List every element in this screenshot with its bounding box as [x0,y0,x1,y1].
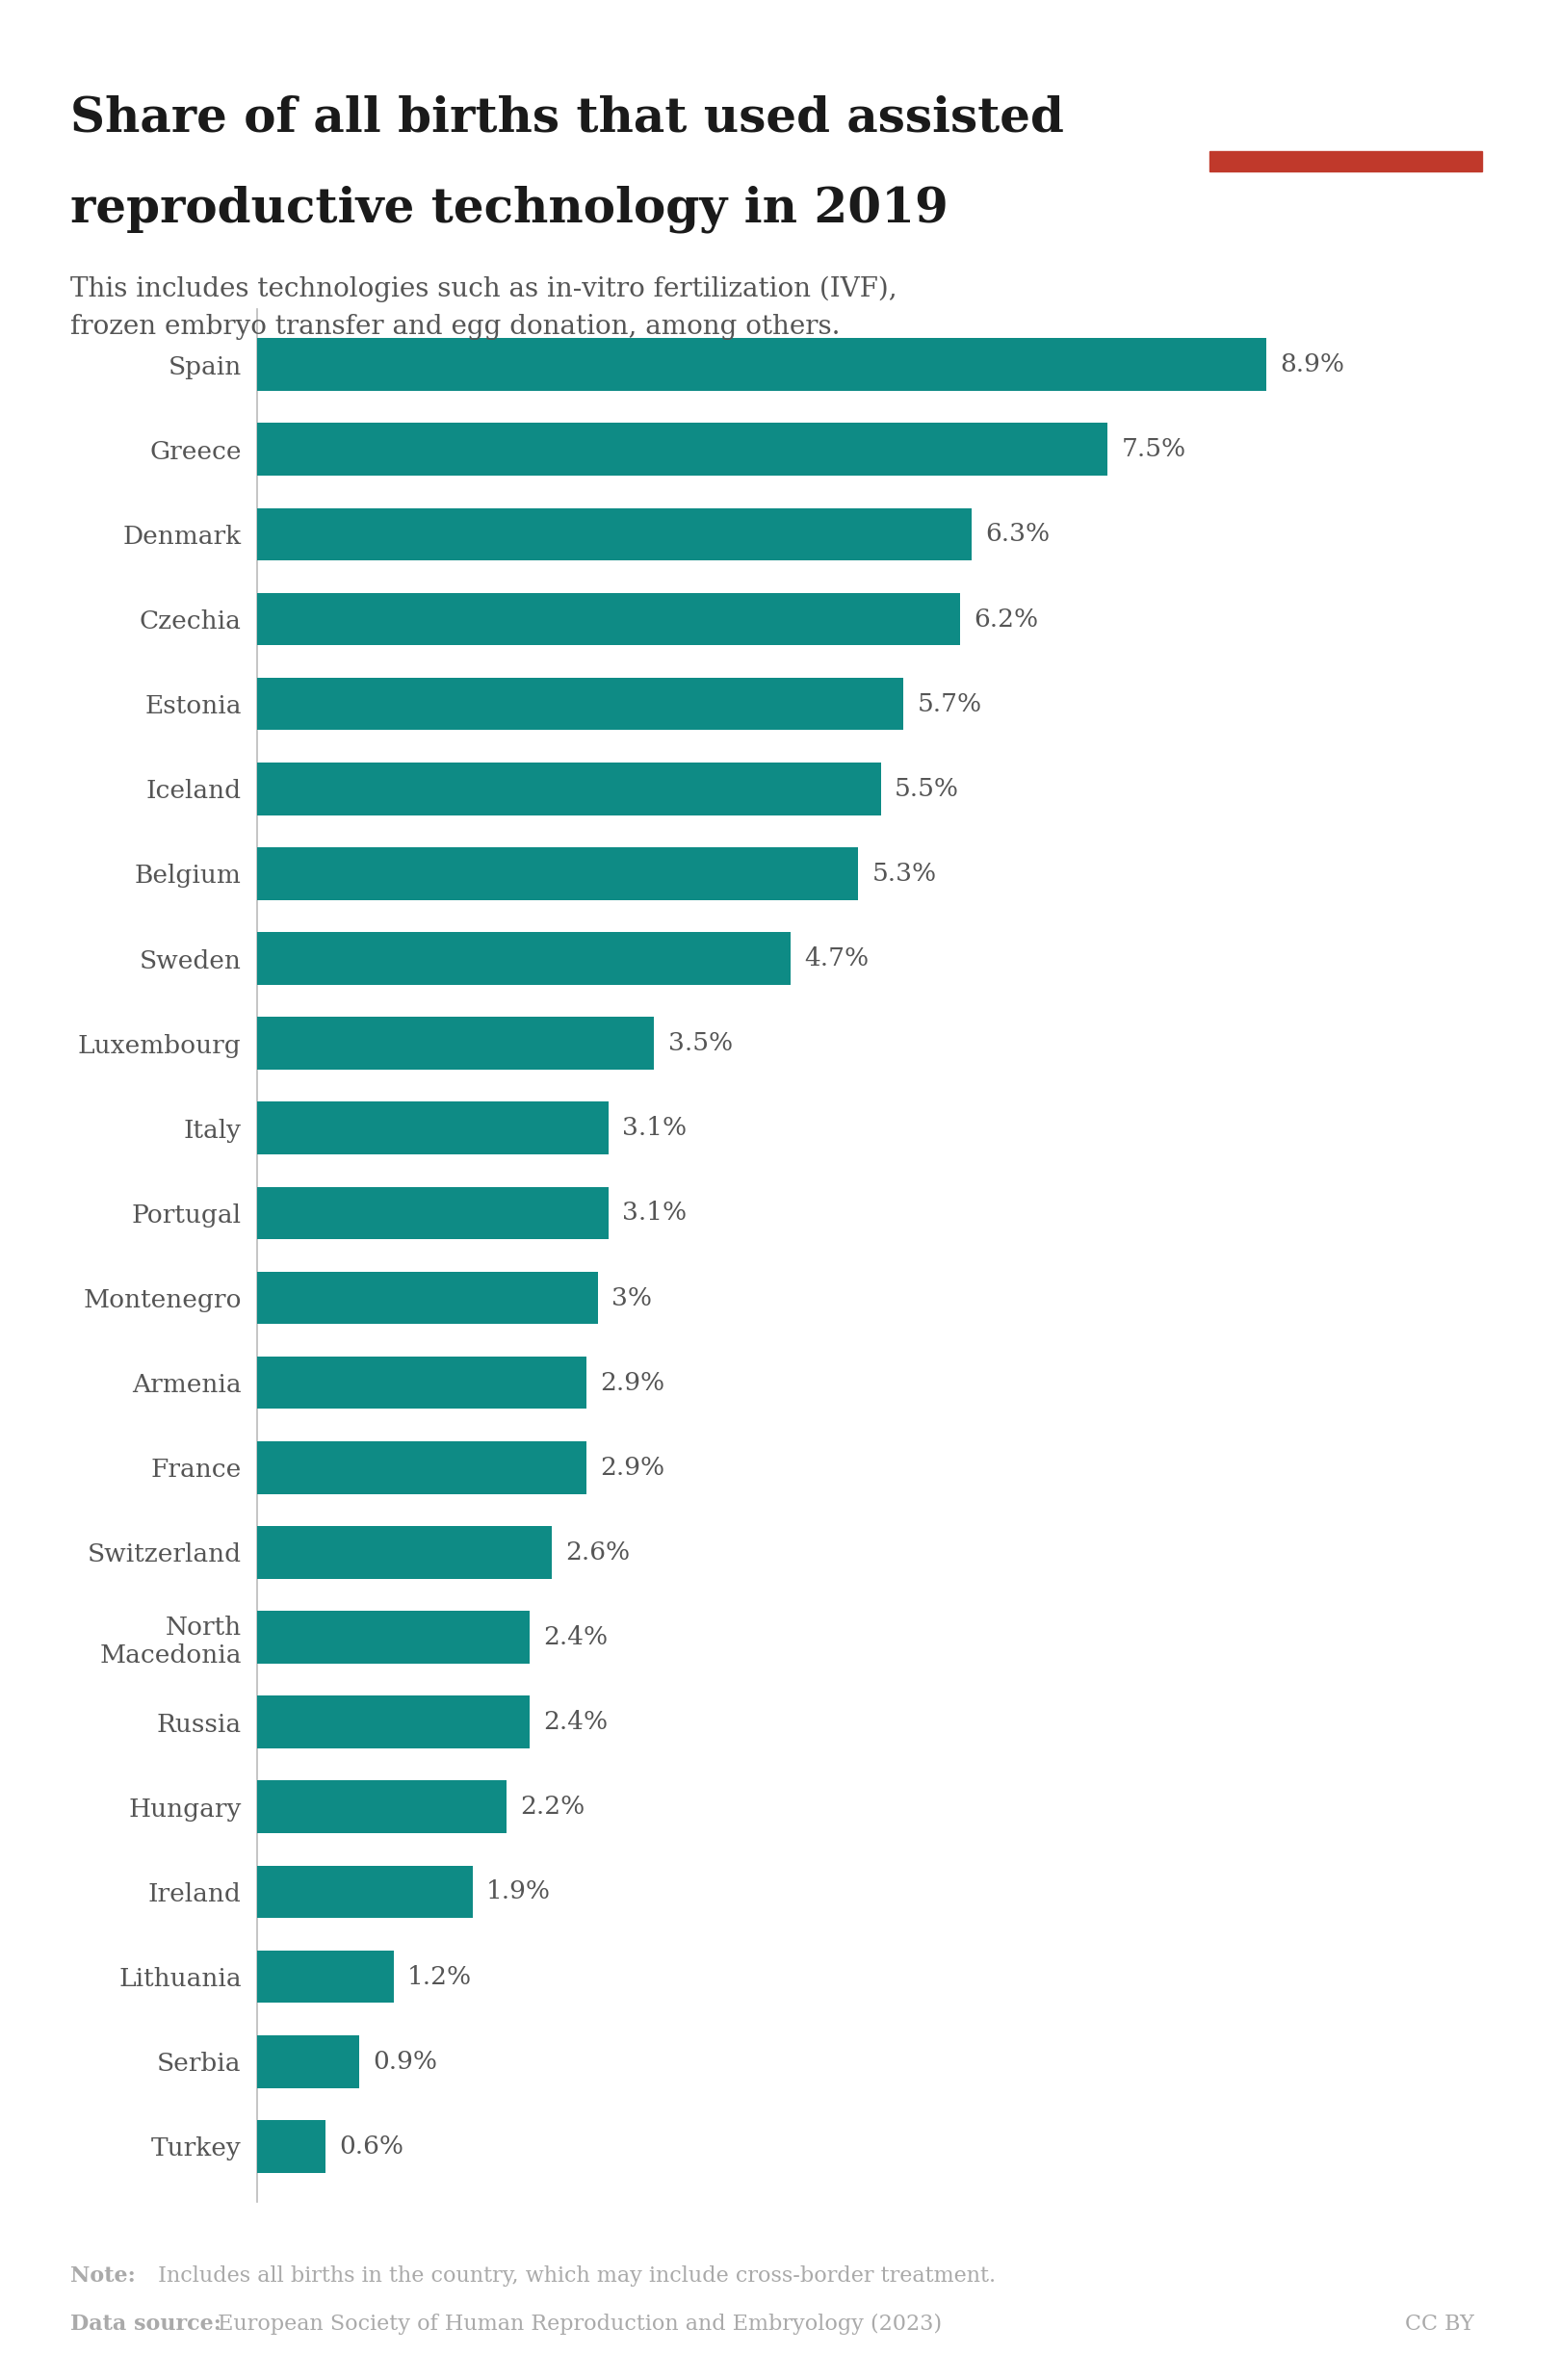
Text: 1.9%: 1.9% [487,1880,551,1904]
Text: 3.1%: 3.1% [622,1202,686,1226]
Text: 7.5%: 7.5% [1122,438,1186,462]
Text: in Data: in Data [1299,102,1392,126]
Text: 2.4%: 2.4% [543,1626,608,1649]
Bar [1209,152,1482,171]
Text: 1.2%: 1.2% [407,1964,471,1990]
Bar [257,1442,587,1495]
Text: 3.1%: 3.1% [622,1116,686,1140]
Bar [257,1357,587,1409]
Text: European Society of Human Reproduction and Embryology (2023): European Society of Human Reproduction a… [211,2313,942,2335]
Text: This includes technologies such as in-vitro fertilization (IVF),
frozen embryo t: This includes technologies such as in-vi… [70,276,897,340]
Bar [257,933,791,985]
Bar [257,507,972,562]
Text: Our World: Our World [1281,55,1410,76]
Text: 2.4%: 2.4% [543,1711,608,1735]
Bar [257,1780,507,1833]
Text: 8.9%: 8.9% [1281,352,1345,376]
Text: 5.7%: 5.7% [917,693,981,716]
Text: 0.9%: 0.9% [373,2049,437,2073]
Bar [257,1866,473,1918]
Text: 3%: 3% [612,1285,652,1309]
Text: Note:: Note: [70,2266,136,2287]
Text: 2.2%: 2.2% [521,1795,585,1818]
Bar [257,1102,608,1154]
Bar [257,847,858,900]
Text: Data source:: Data source: [70,2313,222,2335]
Text: 6.2%: 6.2% [973,607,1039,631]
Text: Share of all births that used assisted: Share of all births that used assisted [70,95,1064,143]
Bar [257,2035,359,2087]
Text: 5.3%: 5.3% [872,862,936,885]
Bar [257,1526,552,1578]
Bar [257,593,961,645]
Text: 5.5%: 5.5% [894,776,959,800]
Text: 4.7%: 4.7% [803,947,869,971]
Text: reproductive technology in 2019: reproductive technology in 2019 [70,186,948,233]
Bar [257,424,1108,476]
Text: Includes all births in the country, which may include cross-border treatment.: Includes all births in the country, whic… [151,2266,995,2287]
Text: CC BY: CC BY [1406,2313,1474,2335]
Bar [257,678,903,731]
Bar [257,1188,608,1240]
Text: 6.3%: 6.3% [986,521,1050,547]
Bar [257,1611,529,1664]
Bar [257,1949,393,2004]
Text: 2.9%: 2.9% [601,1371,665,1395]
Text: 0.6%: 0.6% [339,2135,404,2159]
Text: 3.5%: 3.5% [668,1031,733,1054]
Bar [257,1697,529,1749]
Bar [257,762,881,814]
Text: 2.6%: 2.6% [566,1540,630,1564]
Bar [257,2121,326,2173]
Bar [257,1016,654,1069]
Bar [257,338,1267,390]
Bar [257,1271,597,1323]
Text: 2.9%: 2.9% [601,1457,665,1480]
